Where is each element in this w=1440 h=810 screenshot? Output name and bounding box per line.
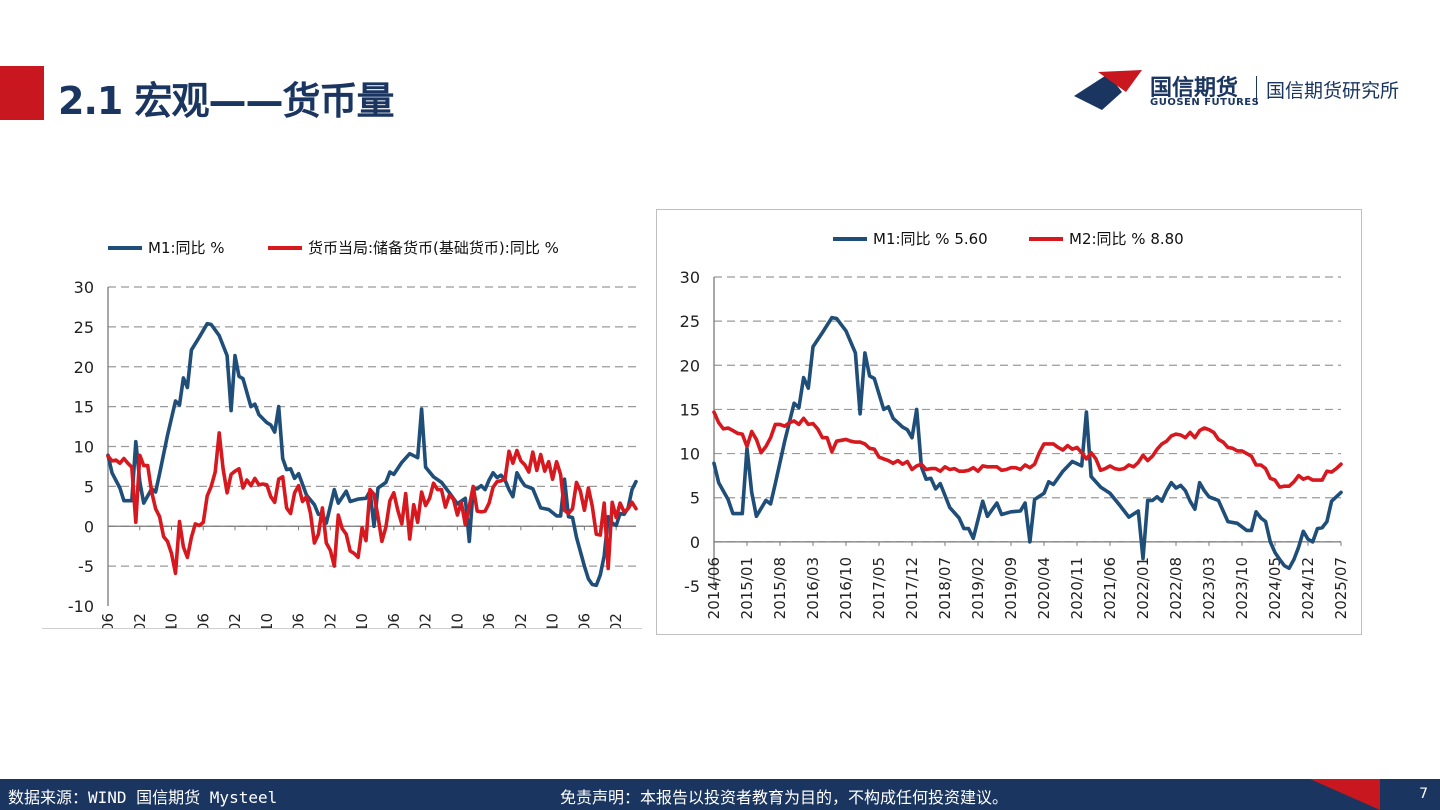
guosen-emblem-icon xyxy=(1074,70,1142,110)
y-tick-label: 5 xyxy=(690,489,700,508)
x-tick-label: 2019/10 xyxy=(353,613,371,628)
y-tick-label: 20 xyxy=(680,356,700,375)
chart-m1-base-money: -10 -5 0 5 10 15 20 25 30 2014/06 2015/02 2015/10 20… xyxy=(42,222,642,675)
y-tick-label: 10 xyxy=(74,438,94,457)
chart-m1-m2: -5 0 5 10 15 20 25 30 2014/06 2015/01 2015/08 2016/… xyxy=(656,209,1362,635)
x-tick-label: 2017/12 xyxy=(903,557,921,619)
x-tick-label: 2023/10 xyxy=(1233,557,1251,619)
x-tick-label: 2023/02 xyxy=(512,613,530,628)
logo-divider xyxy=(1256,76,1257,104)
chart-m1-base-money-svg: -10 -5 0 5 10 15 20 25 30 2014/06 2015/02 2015/10 20… xyxy=(68,239,638,675)
series-line-1 xyxy=(712,315,1343,571)
x-tick-label: 2017/10 xyxy=(258,613,276,628)
x-tick-label: 2020/04 xyxy=(1035,557,1053,619)
legend-label-1: M1:同比 % 5.60 xyxy=(873,230,988,248)
x-tick-label: 2019/09 xyxy=(1002,557,1020,619)
x-tick-label: 2024/05 xyxy=(1266,557,1284,619)
y-tick-label: 30 xyxy=(680,268,700,287)
series-line-2 xyxy=(712,410,1343,489)
y-tick-label: 30 xyxy=(74,278,94,297)
brand-name-en: GUOSEN FUTURES xyxy=(1150,97,1260,108)
legend-label-1: M1:同比 % xyxy=(148,239,225,257)
x-tick-label: 2022/01 xyxy=(1134,557,1152,619)
series-line-1 xyxy=(106,321,638,588)
x-tick-label: 2015/10 xyxy=(163,613,181,628)
x-tick-label: 2023/03 xyxy=(1200,557,1218,619)
x-tick-label: 2018/07 xyxy=(936,557,954,619)
data-source: 数据来源：WIND 国信期货 Mysteel xyxy=(8,788,278,807)
y-tick-label: -5 xyxy=(78,557,94,576)
x-tick-label: 2016/10 xyxy=(837,557,855,619)
y-tick-label: 15 xyxy=(74,398,94,417)
chart-m1-m2-svg: -5 0 5 10 15 20 25 30 2014/06 2015/01 2015/08 2016/… xyxy=(680,230,1350,619)
disclaimer: 免责声明：本报告以投资者教育为目的，不构成任何投资建议。 xyxy=(560,788,1009,807)
series-line-2 xyxy=(106,431,638,576)
y-tick-label: -10 xyxy=(68,597,94,616)
x-tick-label: 2023/10 xyxy=(544,613,562,628)
x-tick-label: 2019/02 xyxy=(321,613,339,628)
y-tick-label: 25 xyxy=(74,318,94,337)
y-tick-label: 20 xyxy=(74,358,94,377)
y-tick-label: -5 xyxy=(684,577,700,596)
y-tick-label: 10 xyxy=(680,445,700,464)
x-tick-label: 2022/08 xyxy=(1167,557,1185,619)
y-tick-label: 25 xyxy=(680,312,700,331)
x-tick-label: 2025/07 xyxy=(1332,557,1350,619)
x-tick-label: 2017/05 xyxy=(870,557,888,619)
x-tick-label: 2015/01 xyxy=(738,557,756,619)
y-tick-label: 0 xyxy=(84,517,94,536)
x-tick-label: 2020/11 xyxy=(1068,557,1086,619)
title-accent-bar xyxy=(0,66,44,120)
x-tick-label: 2024/06 xyxy=(575,613,593,628)
page-title: 2.1 宏观——货币量 xyxy=(58,79,395,123)
legend-label-2: 货币当局:储备货币(基础货币):同比 % xyxy=(308,239,559,257)
page-number: 7 xyxy=(1419,786,1428,802)
y-tick-label: 0 xyxy=(690,533,700,552)
x-tick-label: 2024/12 xyxy=(1299,557,1317,619)
brand-name: 国信期货 xyxy=(1150,76,1239,101)
institute-name: 国信期货研究所 xyxy=(1266,80,1400,102)
x-tick-label: 2016/06 xyxy=(194,613,212,628)
x-tick-label: 2025/02 xyxy=(607,613,625,628)
x-tick-label: 2016/03 xyxy=(804,557,822,619)
legend-label-2: M2:同比 % 8.80 xyxy=(1069,230,1184,248)
x-tick-label: 2015/08 xyxy=(771,557,789,619)
x-tick-label: 2018/06 xyxy=(290,613,308,628)
x-tick-label: 2021/06 xyxy=(1101,557,1119,619)
x-tick-label: 2021/10 xyxy=(448,613,466,628)
x-tick-label: 2015/02 xyxy=(131,613,149,628)
x-tick-label: 2019/02 xyxy=(969,557,987,619)
x-tick-label: 2022/06 xyxy=(480,613,498,628)
x-tick-label: 2020/06 xyxy=(385,613,403,628)
x-tick-label: 2014/06 xyxy=(705,557,723,619)
footer-bar: 数据来源：WIND 国信期货 Mysteel 免责声明：本报告以投资者教育为目的… xyxy=(0,779,1440,810)
x-tick-label: 2017/02 xyxy=(226,613,244,628)
x-tick-label: 2021/02 xyxy=(417,613,435,628)
y-tick-label: 15 xyxy=(680,400,700,419)
footer-corner-accent xyxy=(1310,779,1380,810)
x-tick-label: 2014/06 xyxy=(99,613,117,628)
y-tick-label: 5 xyxy=(84,477,94,496)
brand-logo: 国信期货 GUOSEN FUTURES 国信期货研究所 xyxy=(1072,66,1422,116)
